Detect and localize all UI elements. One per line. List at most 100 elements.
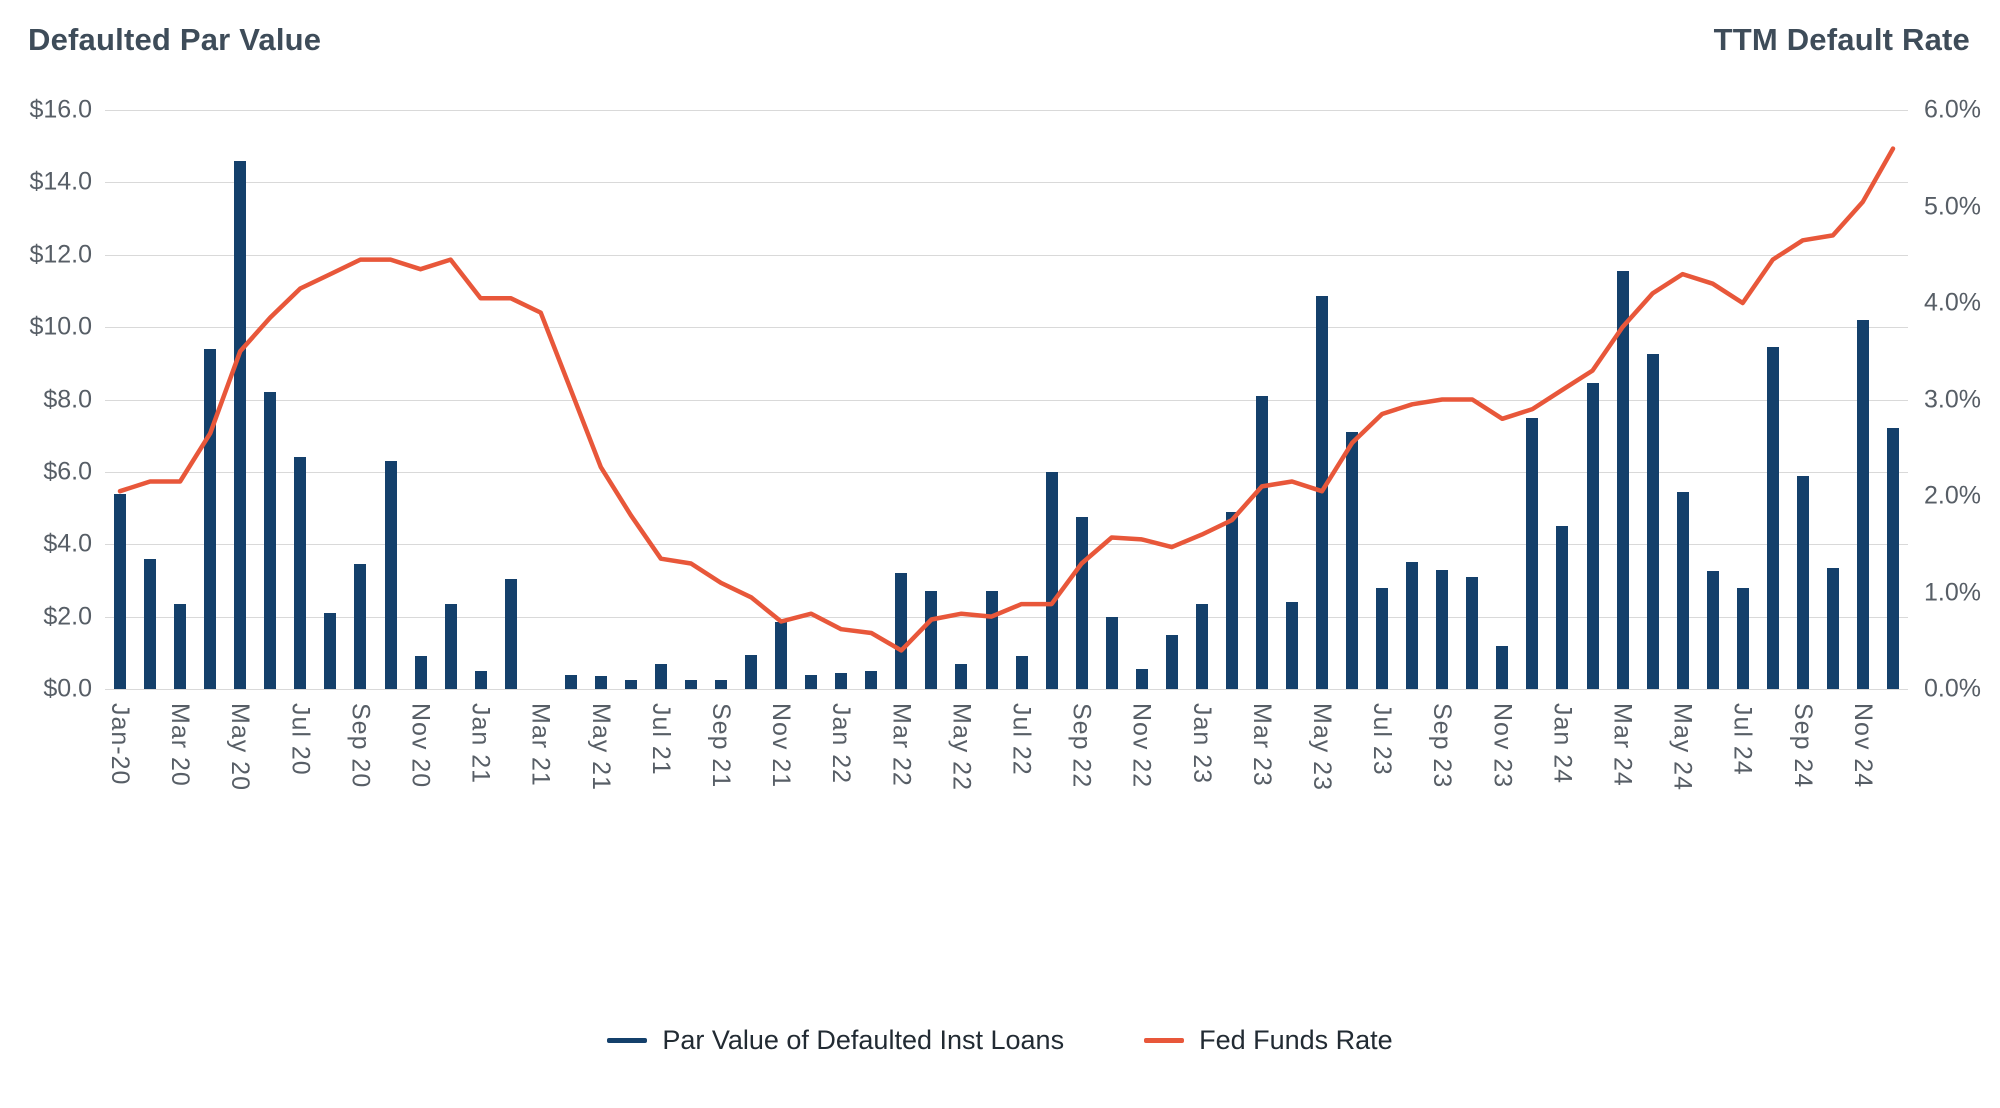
- y-axis-tick-left: $10.0: [29, 312, 92, 341]
- x-axis-tick: Sep 23: [1428, 703, 1457, 789]
- legend-label-fed-funds: Fed Funds Rate: [1199, 1025, 1393, 1055]
- bar: [264, 392, 277, 689]
- bar-series-dash-icon: [607, 1038, 648, 1043]
- x-axis-tick: Sep 21: [707, 703, 735, 789]
- bar: [474, 670, 487, 689]
- bar: [594, 676, 607, 689]
- bar: [1586, 383, 1599, 689]
- bar: [354, 564, 367, 689]
- bar: [715, 680, 727, 689]
- y-axis-tick-left: $4.0: [43, 529, 92, 558]
- x-axis-tick: Mar 22: [887, 703, 916, 787]
- bar: [1195, 604, 1208, 689]
- bar: [925, 591, 938, 689]
- bar: [895, 573, 908, 689]
- bar: [1826, 567, 1839, 689]
- bar: [1406, 562, 1419, 689]
- bar: [1045, 471, 1058, 689]
- y-axis-tick-left: $6.0: [43, 457, 92, 486]
- legend-item-par-value: Par Value of Defaulted Inst Loans: [607, 1025, 1064, 1056]
- line-series-path: [117, 146, 1896, 653]
- legend-label-par-value: Par Value of Defaulted Inst Loans: [662, 1025, 1065, 1055]
- y-axis-tick-left: $8.0: [43, 385, 92, 413]
- bar: [865, 670, 878, 689]
- bar: [745, 654, 758, 689]
- bar: [1165, 634, 1178, 689]
- bar: [1556, 526, 1569, 689]
- bar: [1105, 616, 1118, 689]
- bar: [1676, 491, 1689, 689]
- y-axis-tick-right: 3.0%: [1924, 385, 1981, 413]
- y-axis-tick-right: 0.0%: [1924, 674, 1981, 703]
- x-axis-tick: May 24: [1668, 703, 1697, 791]
- bar: [1646, 354, 1659, 689]
- bar: [384, 461, 397, 689]
- bar: [1346, 432, 1359, 689]
- x-axis-tick: Jan 22: [827, 703, 856, 785]
- bar: [1286, 602, 1298, 689]
- bar: [1736, 587, 1749, 689]
- y-axis-tick-left: $12.0: [29, 240, 92, 269]
- bar: [1376, 587, 1389, 689]
- gridline: [105, 616, 1908, 618]
- bar: [1466, 576, 1479, 689]
- gridline: [105, 182, 1908, 184]
- gridline: [105, 399, 1908, 401]
- line-series-dash-icon: [1144, 1038, 1185, 1043]
- bar: [805, 674, 818, 689]
- bar: [1496, 645, 1509, 689]
- y-axis-tick-left: $2.0: [43, 602, 92, 631]
- bar: [1436, 569, 1449, 689]
- x-axis-tick: Mar 23: [1247, 703, 1276, 787]
- bar: [144, 558, 157, 689]
- x-axis-tick: Nov 23: [1488, 703, 1517, 789]
- x-axis-tick: May 23: [1308, 703, 1336, 791]
- right-axis-title: TTM Default Rate: [1713, 22, 1970, 57]
- bar: [564, 674, 577, 689]
- y-axis-tick-right: 5.0%: [1924, 192, 1981, 220]
- x-axis-tick: Nov 22: [1127, 703, 1156, 789]
- bar: [654, 663, 667, 689]
- bar: [1616, 271, 1629, 689]
- bar: [1796, 475, 1809, 689]
- x-axis-tick: Nov 24: [1848, 703, 1877, 789]
- y-axis-tick-right: 6.0%: [1924, 95, 1981, 124]
- x-axis-tick: Jan 23: [1187, 703, 1216, 785]
- bar: [174, 604, 187, 689]
- x-axis-tick: Jul 24: [1728, 703, 1757, 776]
- x-axis-tick: Mar 21: [526, 703, 555, 787]
- gridline: [105, 327, 1908, 329]
- legend: Par Value of Defaulted Inst Loans Fed Fu…: [0, 1025, 2000, 1056]
- x-axis-tick: Nov 20: [406, 703, 435, 789]
- bar: [234, 160, 247, 689]
- y-axis-tick-left: $0.0: [43, 674, 92, 703]
- bar: [685, 680, 697, 689]
- bar: [1526, 417, 1539, 689]
- gridline: [105, 544, 1908, 546]
- x-axis-tick: Sep 24: [1788, 703, 1817, 789]
- x-axis-tick: Jul 20: [286, 703, 315, 776]
- x-axis-tick: Sep 20: [346, 703, 375, 789]
- y-axis-tick-left: $16.0: [29, 95, 92, 124]
- x-axis-tick: Jan 24: [1548, 703, 1577, 785]
- bar: [414, 656, 427, 689]
- bar: [504, 578, 517, 689]
- x-axis-tick: May 22: [947, 703, 976, 791]
- bar: [204, 348, 217, 689]
- bar: [324, 613, 337, 689]
- bar: [835, 672, 848, 689]
- x-axis-tick: Nov 21: [767, 703, 796, 789]
- x-axis-tick: Mar 24: [1608, 703, 1637, 787]
- gridline: [105, 110, 1908, 111]
- y-axis-tick-left: $14.0: [29, 167, 92, 196]
- bar: [775, 622, 788, 689]
- bar: [1766, 347, 1779, 689]
- bar: [1887, 428, 1899, 689]
- x-axis-tick: May 20: [226, 703, 255, 791]
- bar: [955, 663, 968, 689]
- bar: [1706, 571, 1719, 689]
- x-axis-tick: Mar 20: [166, 703, 195, 787]
- legend-item-fed-funds: Fed Funds Rate: [1144, 1025, 1393, 1056]
